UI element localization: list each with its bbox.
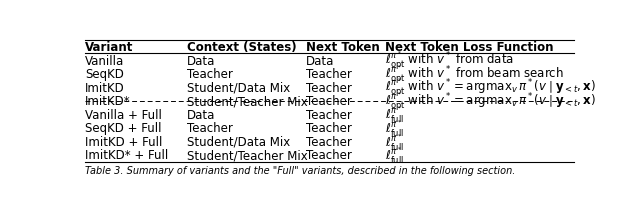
Text: Data: Data — [187, 108, 215, 121]
Text: Teacher: Teacher — [306, 68, 351, 81]
Text: ImitKD + Full: ImitKD + Full — [85, 135, 163, 148]
Text: Student/Data Mix: Student/Data Mix — [187, 81, 290, 94]
Text: Teacher: Teacher — [187, 68, 232, 81]
Text: $\ell_{\mathrm{opt}}^{\pi^*}$ with $v^*$ from data: $\ell_{\mathrm{opt}}^{\pi^*}$ with $v^*$… — [385, 50, 514, 72]
Text: $\ell_{\mathrm{opt}}^{\pi^*}$ with $v^*$ from beam search: $\ell_{\mathrm{opt}}^{\pi^*}$ with $v^*$… — [385, 63, 564, 85]
Text: Teacher: Teacher — [306, 135, 351, 148]
Text: $\ell_{\mathrm{full}}^{\pi^*}$: $\ell_{\mathrm{full}}^{\pi^*}$ — [385, 118, 404, 138]
Text: Teacher: Teacher — [306, 149, 351, 162]
Text: Teacher: Teacher — [306, 108, 351, 121]
Text: Vanilla + Full: Vanilla + Full — [85, 108, 162, 121]
Text: Vanilla: Vanilla — [85, 54, 124, 67]
Text: $\ell_{\mathrm{full}}^{\pi^*}$: $\ell_{\mathrm{full}}^{\pi^*}$ — [385, 132, 404, 152]
Text: SeqKD + Full: SeqKD + Full — [85, 122, 161, 135]
Text: Teacher: Teacher — [306, 81, 351, 94]
Text: Next Token: Next Token — [306, 41, 380, 54]
Text: Student/Teacher Mix: Student/Teacher Mix — [187, 95, 307, 108]
Text: Context (States): Context (States) — [187, 41, 296, 54]
Text: $\ell_{\mathrm{opt}}^{\pi^*}$ with $v^* = \mathrm{argmax}_v\,\pi^*(v \mid \mathb: $\ell_{\mathrm{opt}}^{\pi^*}$ with $v^* … — [385, 77, 596, 99]
Text: $\ell_{\mathrm{full}}^{\pi^*}$: $\ell_{\mathrm{full}}^{\pi^*}$ — [385, 105, 404, 125]
Text: ImitKD*: ImitKD* — [85, 95, 131, 108]
Text: Teacher: Teacher — [306, 95, 351, 108]
Text: ImitKD* + Full: ImitKD* + Full — [85, 149, 168, 162]
Text: Student/Data Mix: Student/Data Mix — [187, 135, 290, 148]
Text: Teacher: Teacher — [187, 122, 232, 135]
Text: SeqKD: SeqKD — [85, 68, 124, 81]
Text: Table 3. Summary of variants and the "Full" variants, described in the following: Table 3. Summary of variants and the "Fu… — [85, 165, 515, 175]
Text: $\ell_{\mathrm{opt}}^{\pi^*}$ with $v^* = \mathrm{argmax}_v\,\pi^*(v \mid \mathb: $\ell_{\mathrm{opt}}^{\pi^*}$ with $v^* … — [385, 90, 596, 112]
Text: ImitKD: ImitKD — [85, 81, 125, 94]
Text: Data: Data — [187, 54, 215, 67]
Text: Variant: Variant — [85, 41, 133, 54]
Text: Next Token Loss Function: Next Token Loss Function — [385, 41, 554, 54]
Text: Student/Teacher Mix: Student/Teacher Mix — [187, 149, 307, 162]
Text: Data: Data — [306, 54, 334, 67]
Text: $\ell_{\mathrm{full}}^{\pi^*}$: $\ell_{\mathrm{full}}^{\pi^*}$ — [385, 145, 404, 165]
Text: Teacher: Teacher — [306, 122, 351, 135]
